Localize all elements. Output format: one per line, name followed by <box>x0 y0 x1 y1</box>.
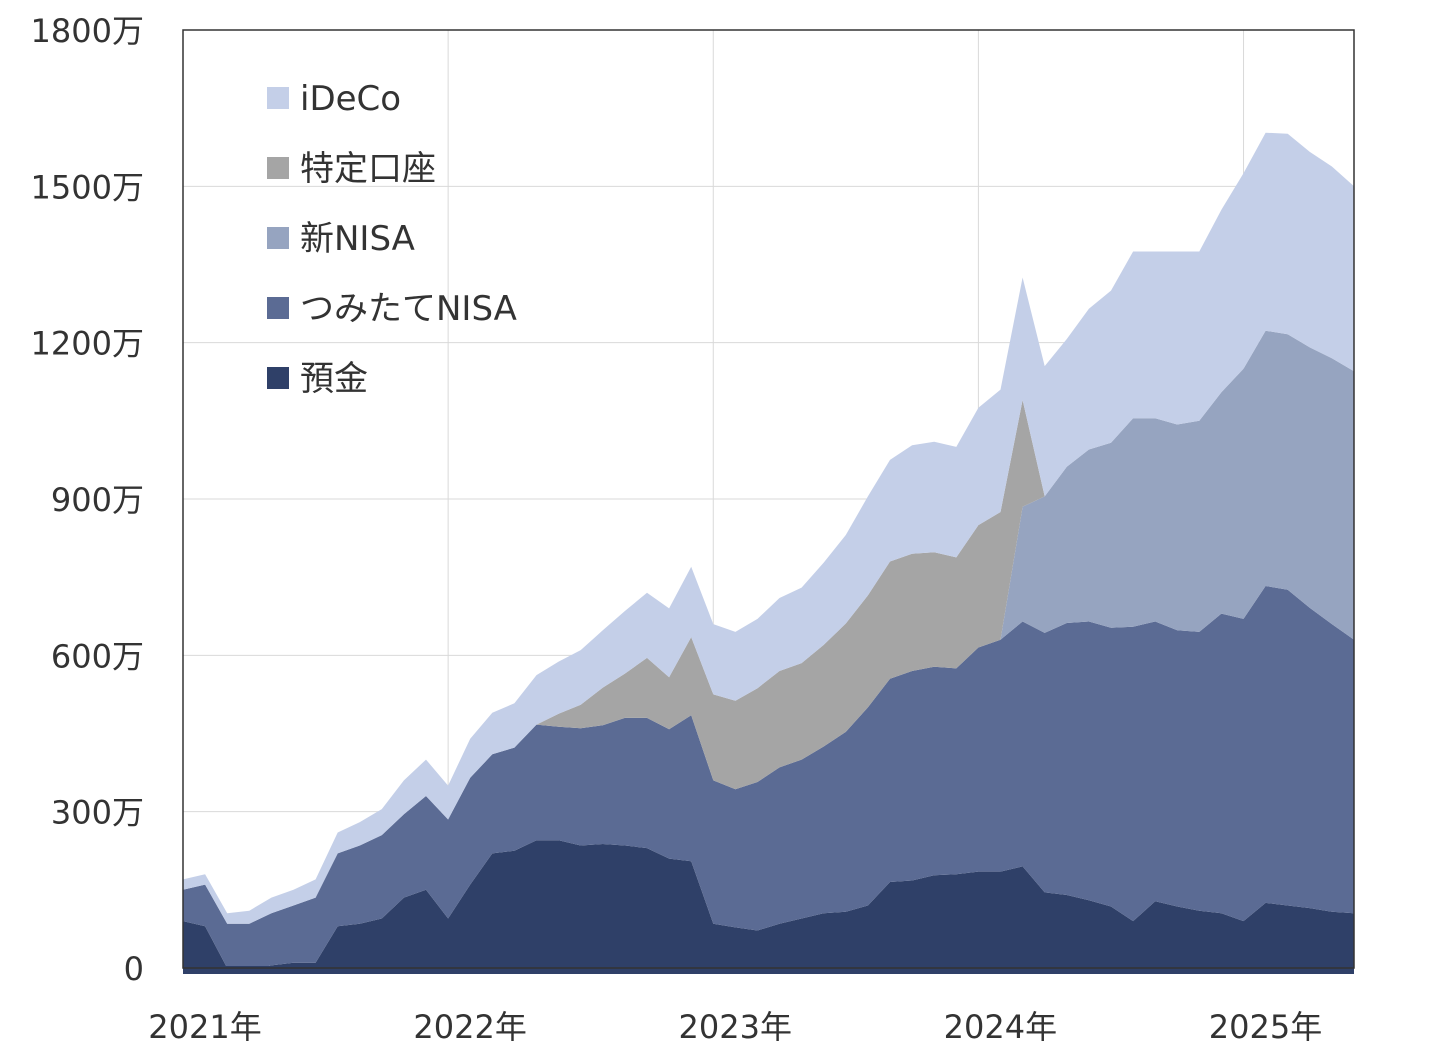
legend-swatch <box>267 367 289 389</box>
legend-label: 特定口座 <box>300 149 436 189</box>
area-iDeCo <box>183 132 1354 924</box>
baseline-strip <box>183 966 1354 974</box>
x-tick-label: 2024年 <box>944 1008 1057 1046</box>
y-tick-label: 1500万 <box>31 168 144 206</box>
plot-frame <box>182 29 1355 969</box>
y-axis-tick-labels: 0 300万 600万 900万 1200万 1500万 1800万 <box>31 12 144 988</box>
legend-swatch <box>267 87 289 109</box>
x-tick-label: 2025年 <box>1209 1008 1322 1046</box>
area-series <box>183 132 1354 971</box>
x-tick-label: 2023年 <box>679 1008 792 1046</box>
legend-label: 預金 <box>300 359 368 399</box>
x-tick-label: 2022年 <box>413 1008 526 1046</box>
x-axis-tick-labels: 2021年 2022年 2023年 2024年 2025年 <box>148 1008 1322 1046</box>
x-tick-label: 2021年 <box>148 1008 261 1046</box>
y-tick-label: 1800万 <box>31 12 144 50</box>
legend-swatch <box>267 227 289 249</box>
area-新NISA <box>183 330 1354 924</box>
baseline-band <box>183 966 1354 974</box>
y-tick-label: 1200万 <box>31 325 144 363</box>
y-tick-label: 600万 <box>51 637 144 675</box>
legend-label: つみたてNISA <box>300 289 517 329</box>
y-tick-label: 900万 <box>51 481 144 519</box>
legend-swatch <box>267 157 289 179</box>
y-tick-label: 300万 <box>51 794 144 832</box>
legend-label: 新NISA <box>300 219 415 259</box>
y-tick-label: 0 <box>124 950 144 988</box>
area-つみたてNISA <box>183 586 1354 971</box>
legend-label: iDeCo <box>300 79 401 119</box>
area-預金 <box>183 840 1354 971</box>
legend-swatch <box>267 297 289 319</box>
